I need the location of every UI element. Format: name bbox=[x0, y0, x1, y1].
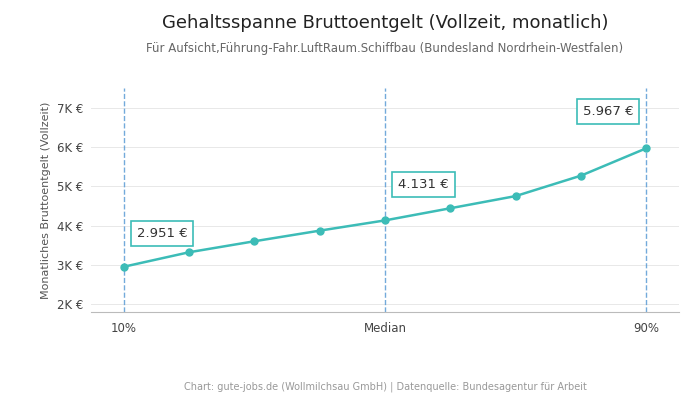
Legend: Gehaltsdaten: Nordrhein-Westfalen: Gehaltsdaten: Nordrhein-Westfalen bbox=[221, 396, 549, 400]
Text: Für Aufsicht,Führung-Fahr.LuftRaum.Schiffbau (Bundesland Nordrhein-Westfalen): Für Aufsicht,Führung-Fahr.LuftRaum.Schif… bbox=[146, 42, 624, 55]
Y-axis label: Monatliches Bruttoentgelt (Vollzeit): Monatliches Bruttoentgelt (Vollzeit) bbox=[41, 101, 51, 299]
Text: 4.131 €: 4.131 € bbox=[398, 178, 449, 191]
Text: Gehaltsspanne Bruttoentgelt (Vollzeit, monatlich): Gehaltsspanne Bruttoentgelt (Vollzeit, m… bbox=[162, 14, 608, 32]
Text: 5.967 €: 5.967 € bbox=[582, 105, 634, 118]
Text: Chart: gute-jobs.de (Wollmilchsau GmbH) | Datenquelle: Bundesagentur für Arbeit: Chart: gute-jobs.de (Wollmilchsau GmbH) … bbox=[183, 382, 587, 392]
Text: 2.951 €: 2.951 € bbox=[136, 227, 188, 240]
